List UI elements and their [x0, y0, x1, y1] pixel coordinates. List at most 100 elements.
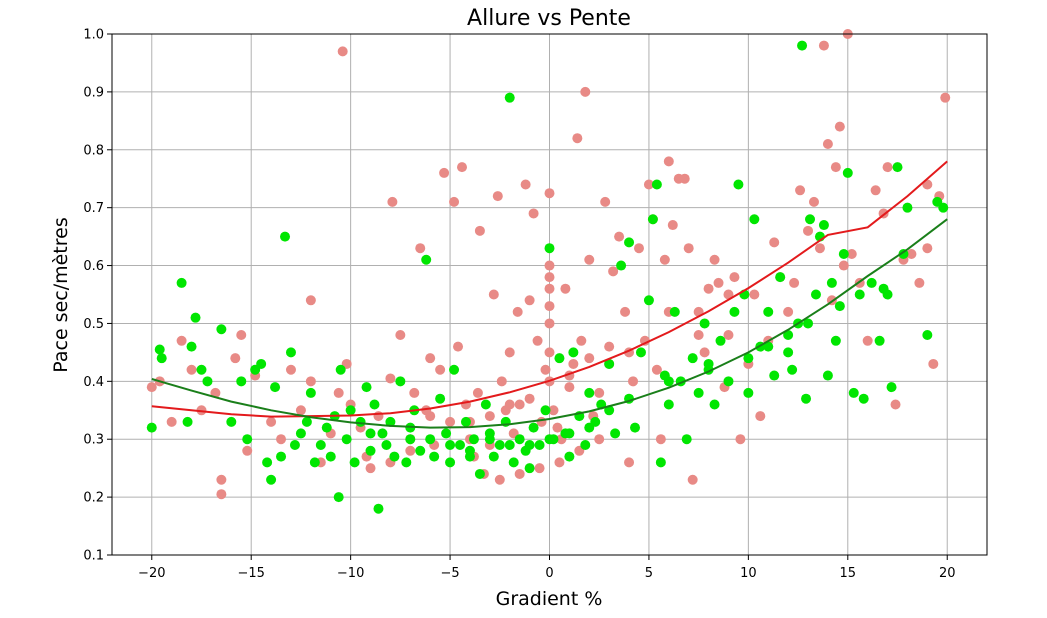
scatter-point: [236, 376, 247, 387]
scatter-point: [276, 434, 287, 445]
scatter-point: [749, 289, 760, 300]
scatter-point: [242, 445, 253, 456]
scatter-point: [834, 301, 845, 312]
scatter-point: [568, 358, 579, 369]
scatter-point: [514, 399, 525, 410]
scatter-point: [355, 416, 366, 427]
scatter-point: [874, 335, 885, 346]
scatter-point: [854, 289, 865, 300]
scatter-point: [494, 474, 505, 485]
x-tick-label: 10: [740, 566, 757, 581]
scatter-point: [295, 405, 306, 416]
scatter-point: [564, 428, 575, 439]
scatter-point: [176, 335, 187, 346]
scatter-point: [576, 335, 587, 346]
scatter-point: [441, 428, 452, 439]
scatter-point: [892, 162, 903, 173]
scatter-point: [176, 277, 187, 288]
scatter-point: [554, 457, 565, 468]
scatter-point: [365, 445, 376, 456]
x-tick-label: 0: [545, 566, 553, 581]
scatter-point: [266, 416, 277, 427]
scatter-point: [643, 179, 654, 190]
scatter-point: [349, 457, 360, 468]
scatter-point: [763, 306, 774, 317]
scatter-point: [842, 167, 853, 178]
scatter-point: [337, 46, 348, 57]
scatter-point: [289, 440, 300, 451]
scatter-point: [512, 306, 523, 317]
scatter-point: [544, 243, 555, 254]
scatter-point: [401, 457, 412, 468]
scatter-point: [735, 434, 746, 445]
y-tick-label: 0.1: [83, 549, 104, 564]
scatter-point: [484, 434, 495, 445]
scatter-point: [822, 138, 833, 149]
scatter-point: [693, 387, 704, 398]
scatter-point: [415, 445, 426, 456]
y-tick-label: 0.6: [83, 259, 104, 274]
scatter-point: [940, 92, 951, 103]
axis-ticks: −20 −15 −10 −5 0 5 10 15 20 0.1 0.2 0.3 0.4 0.5 0.6 0.7…: [83, 28, 955, 582]
scatter-point: [488, 451, 499, 462]
scatter-point: [196, 405, 207, 416]
scatter-point: [472, 387, 483, 398]
scatter-point: [321, 422, 332, 433]
scatter-point: [385, 373, 396, 384]
scatter-point: [729, 306, 740, 317]
scatter-point: [620, 306, 631, 317]
scatter-point: [341, 434, 352, 445]
scatter-point: [256, 358, 267, 369]
scatter-point: [544, 301, 555, 312]
scatter-point: [584, 353, 595, 364]
y-axis-title: Pace sec/mètres: [50, 217, 72, 373]
scatter-point: [389, 451, 400, 462]
scatter-point: [474, 225, 485, 236]
scatter-point: [580, 440, 591, 451]
scatter-point: [552, 422, 563, 433]
scatter-point: [838, 248, 849, 259]
scatter-point: [445, 416, 456, 427]
scatter-point: [439, 167, 450, 178]
scatter-point: [146, 382, 157, 393]
scatter-point: [186, 341, 197, 352]
scatter-point: [564, 451, 575, 462]
scatter-point: [216, 324, 227, 335]
scatter-point: [266, 474, 277, 485]
scatter-point: [681, 434, 692, 445]
scatter-point: [614, 231, 625, 242]
y-tick-label: 0.3: [83, 433, 104, 448]
scatter-point: [755, 411, 766, 422]
x-tick-label: −5: [440, 566, 459, 581]
scatter-point: [783, 347, 794, 358]
scatter-point: [890, 399, 901, 410]
scatter-point: [749, 214, 760, 225]
scatter-point: [709, 254, 720, 265]
scatter-point: [385, 416, 396, 427]
scatter-point: [554, 353, 565, 364]
scatter-point: [377, 428, 388, 439]
scatter-point: [154, 344, 165, 355]
scatter-point: [504, 399, 515, 410]
scatter-point: [805, 214, 816, 225]
scatter-point: [604, 358, 615, 369]
scatter-point: [604, 341, 615, 352]
scatter-point: [787, 364, 798, 375]
scatter-point: [862, 335, 873, 346]
scatter-point: [783, 306, 794, 317]
scatter-point: [693, 330, 704, 341]
scatter-point: [381, 440, 392, 451]
scatter-point: [655, 457, 666, 468]
scatter-point: [830, 335, 841, 346]
scatter-point: [202, 376, 213, 387]
scatter-point: [492, 191, 503, 202]
scatter-point: [285, 364, 296, 375]
scatter-point: [846, 248, 857, 259]
scatter-point: [679, 173, 690, 184]
scatter-series-1: [146, 40, 949, 514]
scatter-point: [146, 422, 157, 433]
scatter-point: [425, 411, 436, 422]
scatter-point: [544, 188, 555, 199]
scatter-point: [369, 399, 380, 410]
